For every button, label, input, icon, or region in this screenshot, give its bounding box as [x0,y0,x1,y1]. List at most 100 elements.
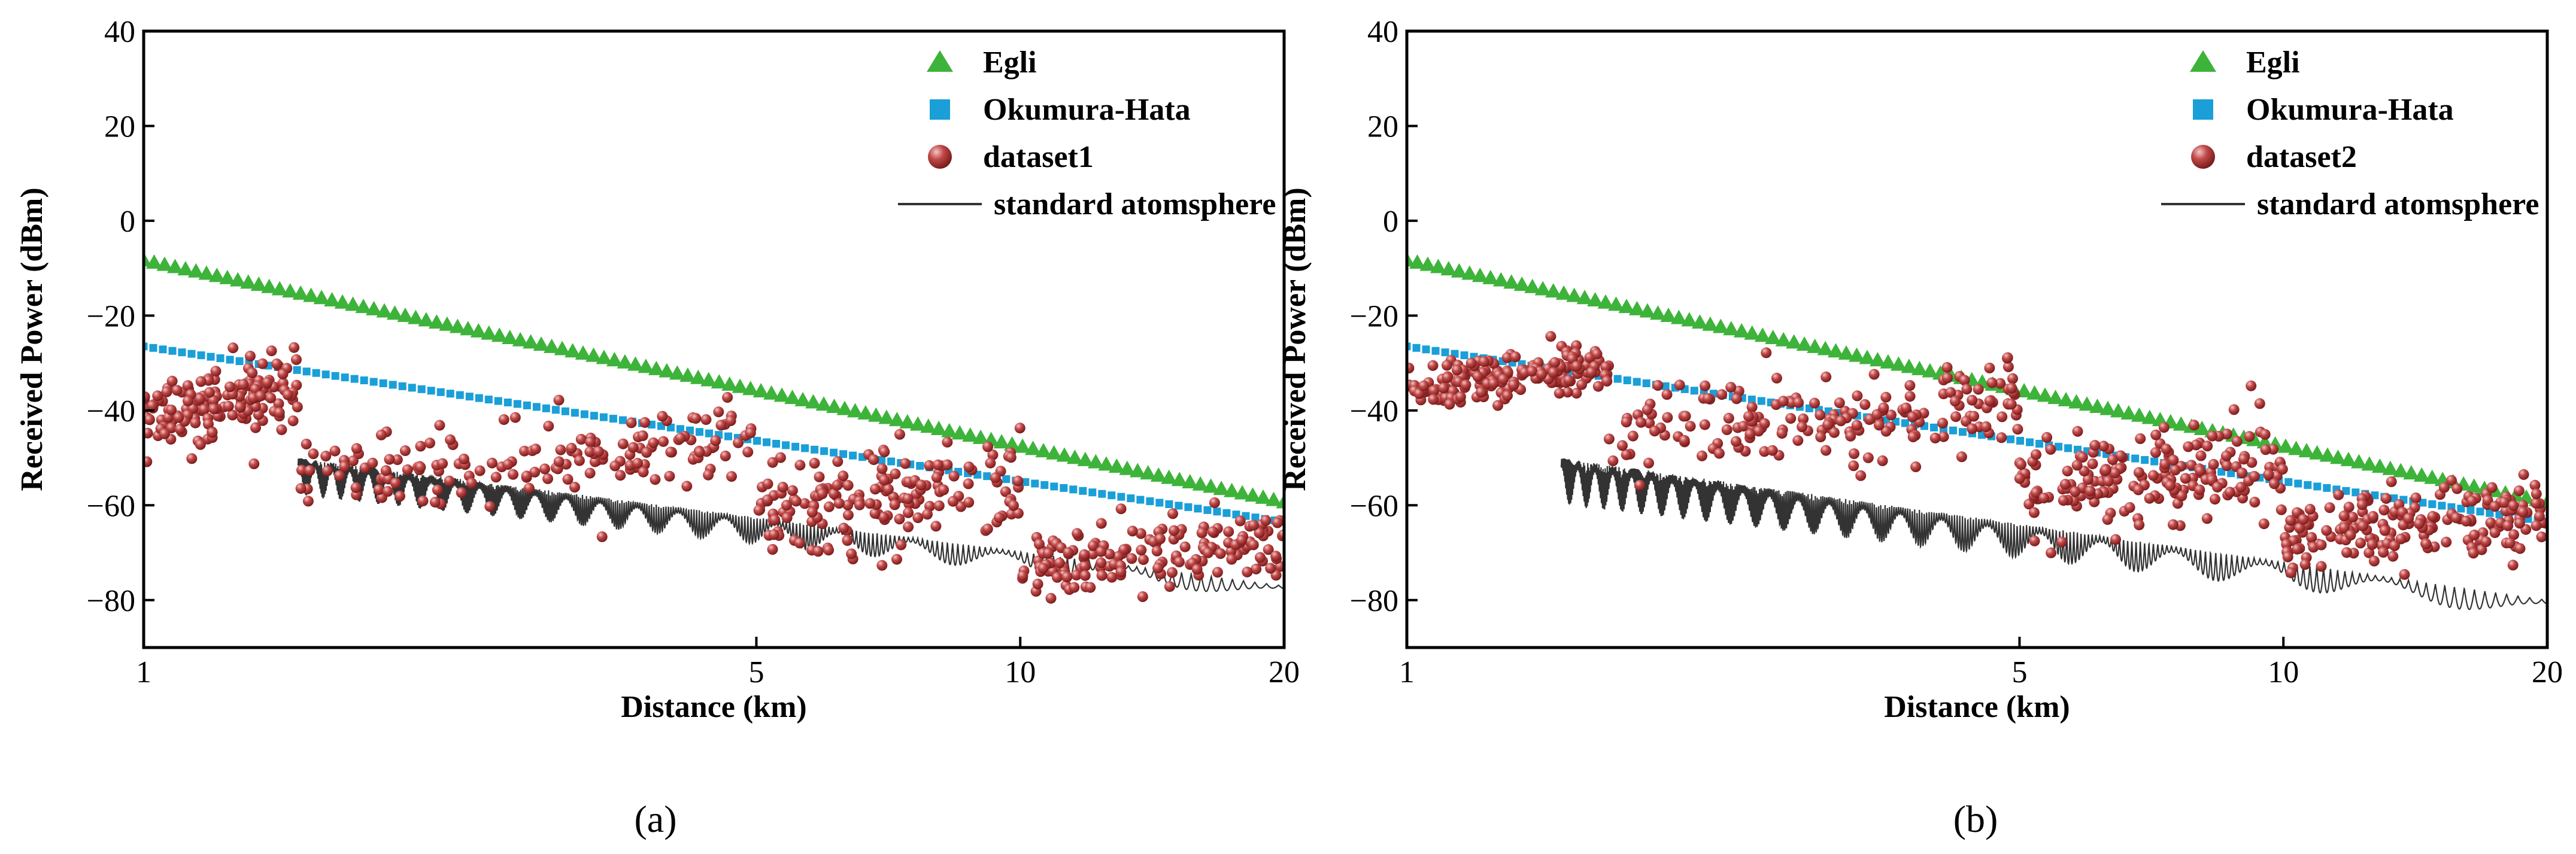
dataset-marker [1845,430,1856,442]
egli-marker [2256,434,2273,449]
egli-marker [1807,338,1823,353]
dataset-marker [339,461,350,472]
egli-marker [909,416,926,431]
egli-marker [815,396,832,411]
dataset-marker [876,463,888,475]
dataset-marker [2045,443,2056,455]
dataset-marker [296,464,307,476]
dataset-marker [1226,554,1237,565]
dataset-marker [2380,493,2392,504]
dataset-marker [1037,563,1049,574]
dataset-marker [1834,397,1845,409]
dataset-marker [1115,503,1127,515]
dataset-marker [1601,375,1613,387]
dataset-marker [553,456,565,467]
okumura-hata-marker [1633,378,1641,386]
dataset-marker [2395,533,2407,545]
dataset-marker [1949,396,1961,407]
dataset-marker [2466,496,2478,507]
okumura-hata-marker [1613,375,1622,383]
dataset-marker [1072,528,1083,539]
okumura-hata-marker [532,403,541,411]
egli-marker [1234,485,1251,500]
dataset-marker [2355,537,2366,549]
egli-marker [1744,325,1761,340]
dataset-marker [903,507,914,518]
dataset-marker [1008,500,1019,511]
okumura-hata-marker [571,409,579,417]
dataset-marker [2038,493,2050,504]
okumura-hata-marker [1757,397,1765,405]
dataset-marker [2378,505,2390,516]
okumura-hata-marker [1929,423,1938,431]
dataset-marker [1743,411,1754,422]
egli-marker [418,312,435,327]
dataset-marker [1135,528,1146,539]
dataset-marker [265,393,277,403]
dataset-marker [1508,379,1519,391]
ticks-a: 1 5 10 20 −80 −60 −40 −20 0 20 40 [87,15,1300,689]
dataset-marker [1941,362,1953,373]
y-tick-label: 40 [104,15,135,49]
dataset-marker [1442,360,1452,371]
okumura-hata-marker [590,412,598,420]
dataset-marker [2476,544,2487,555]
dataset-marker [1880,391,1892,403]
dataset-marker [1996,432,2007,443]
egli-marker [1649,305,1666,320]
dataset-marker [769,514,781,525]
dataset-marker [1455,391,1466,402]
egli-marker [627,356,644,371]
dataset-marker [2220,450,2232,461]
dataset-marker [1759,446,1770,457]
dataset-marker [523,482,535,494]
dataset-marker [1649,426,1660,437]
dataset-marker [2507,560,2519,571]
dataset-marker [487,457,497,469]
dataset-marker [2170,464,2181,476]
dataset-marker [1127,525,1138,537]
dataset-marker [1137,591,1148,602]
dataset-marker [2244,431,2255,442]
y-tick-label: −40 [87,394,135,428]
egli-marker [2361,456,2378,471]
okumura-hata-marker [360,376,368,385]
dataset-marker [657,411,668,422]
dataset-marker [842,535,853,546]
dataset-marker [1851,420,1862,431]
dataset-marker [553,394,565,406]
okumura-hata-marker [235,357,244,366]
egli-marker [1004,436,1021,451]
dataset-marker [1725,382,1737,393]
okumura-hata-marker [705,429,713,437]
dataset-marker [832,479,843,491]
dataset-marker [1502,390,1513,402]
dataset-marker [1106,572,1118,583]
dataset-marker [794,460,806,471]
legend-item: dataset1 [928,140,1094,174]
dataset-marker [1945,387,1956,398]
okumura-hata-marker [772,439,781,448]
okumura-hata-marker [2141,456,2149,464]
dataset-marker [2161,443,2172,455]
dataset-marker [584,446,596,457]
dataset-marker [626,417,637,428]
dataset-marker [2046,547,2057,558]
okumura-hata-marker [1431,347,1440,355]
egli-marker [1150,467,1167,482]
dataset-marker [1744,428,1756,440]
okumura-hata-marker [1222,509,1231,517]
okumura-hata-marker [551,406,560,414]
egli-marker [187,263,204,278]
dataset-marker [1223,526,1234,537]
dataset-marker [2150,447,2161,458]
dataset-marker [2002,352,2013,363]
dataset-marker [1997,411,2008,423]
dataset-marker [664,470,675,482]
dataset-marker [900,458,911,469]
dataset-marker [1642,404,1653,415]
legend-label: Egli [2246,45,2300,80]
okumura-hata-marker [2131,454,2140,463]
okumura-hata-marker [1203,506,1212,514]
okumura-hata-marker [369,378,378,386]
